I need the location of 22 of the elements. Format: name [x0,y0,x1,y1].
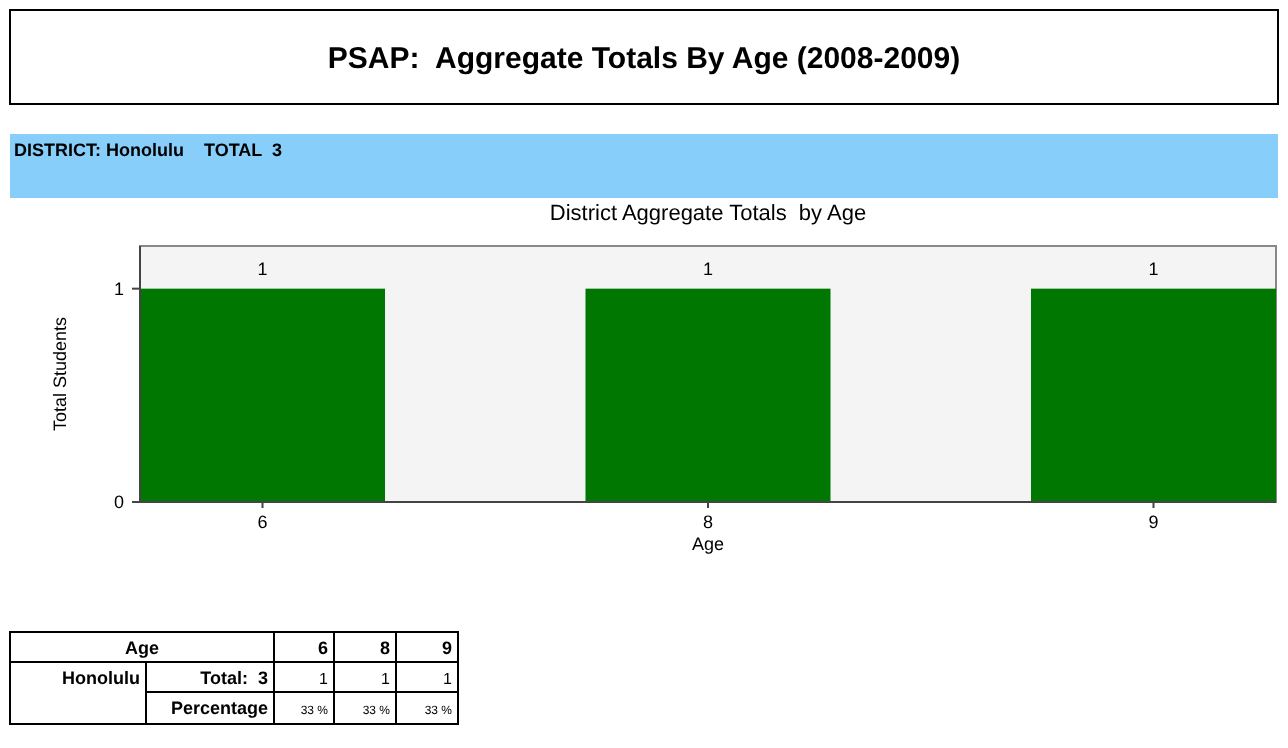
text: Honolulu [62,668,140,688]
text: DISTRICT: Honolulu TOTAL 3 [14,140,282,160]
chart-subtitle: District Aggregate Totals by Age [549,202,867,226]
y-axis-title: Total Students [50,315,70,432]
data-label: 1 [1148,258,1159,279]
text: Percentage [170,698,268,718]
text: 1 [319,670,330,688]
text: Total: 3 [200,668,268,688]
text: 1 [443,670,454,688]
category-label: 8 [379,638,390,658]
text: 1 [381,670,392,688]
x-axis-title: Age [691,534,725,554]
data-label: 1 [257,258,268,279]
category-label: 9 [441,638,452,658]
y-tick-label: 0 [113,492,124,512]
category-label: 6 [317,638,328,658]
chart-title: PSAP: Aggregate Totals By Age (2008-2009) [327,42,961,76]
data-label: 1 [702,258,714,279]
x-tick-label: 8 [702,512,714,532]
x-tick-label: 9 [1148,512,1159,532]
x-tick-label: 6 [257,512,268,532]
text: Age [124,638,160,658]
